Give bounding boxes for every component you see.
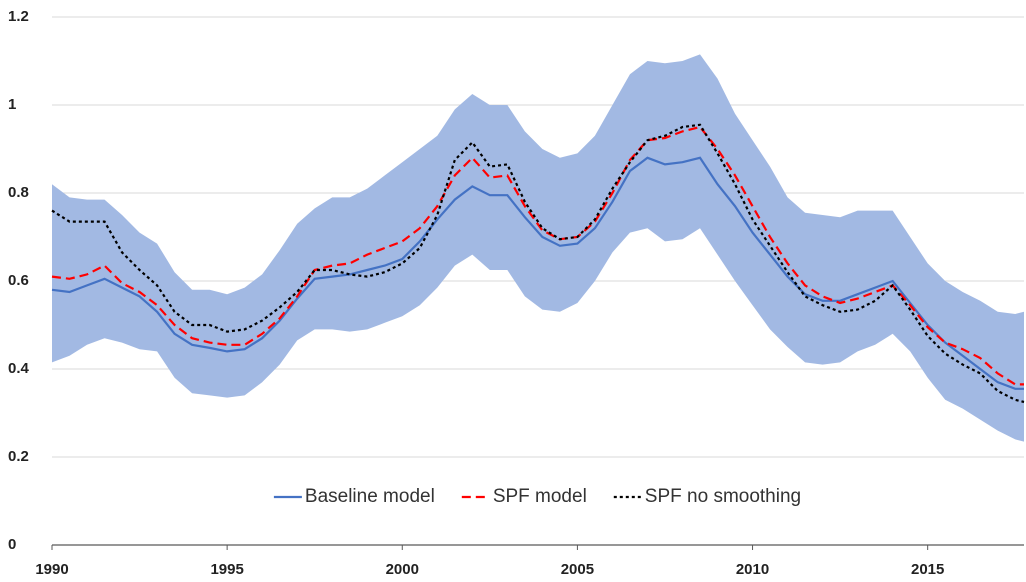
x-tick-label: 1995 [210,561,243,578]
x-tick-label: 2010 [736,561,769,578]
y-tick-label: 0.8 [8,184,29,201]
legend-label: Baseline model [305,486,435,507]
x-tick-label: 2000 [386,561,419,578]
series-line [51,156,1024,390]
y-tick-label: 0 [8,536,16,553]
y-tick-label: 0.6 [8,272,29,289]
legend-label: SPF no smoothing [645,486,801,507]
y-tick-label: 1.2 [8,8,29,25]
x-tick-label: 2015 [911,561,944,578]
confidence-band [52,54,1024,442]
y-tick-label: 1 [8,96,16,113]
series-line [51,125,1024,386]
series-line [51,123,1025,404]
legend-label: SPF model [493,486,587,507]
y-tick-label: 0.4 [8,360,30,377]
x-tick-label: 2005 [561,561,594,578]
x-tick-label: 1990 [35,561,68,578]
y-tick-label: 0.2 [8,448,29,465]
